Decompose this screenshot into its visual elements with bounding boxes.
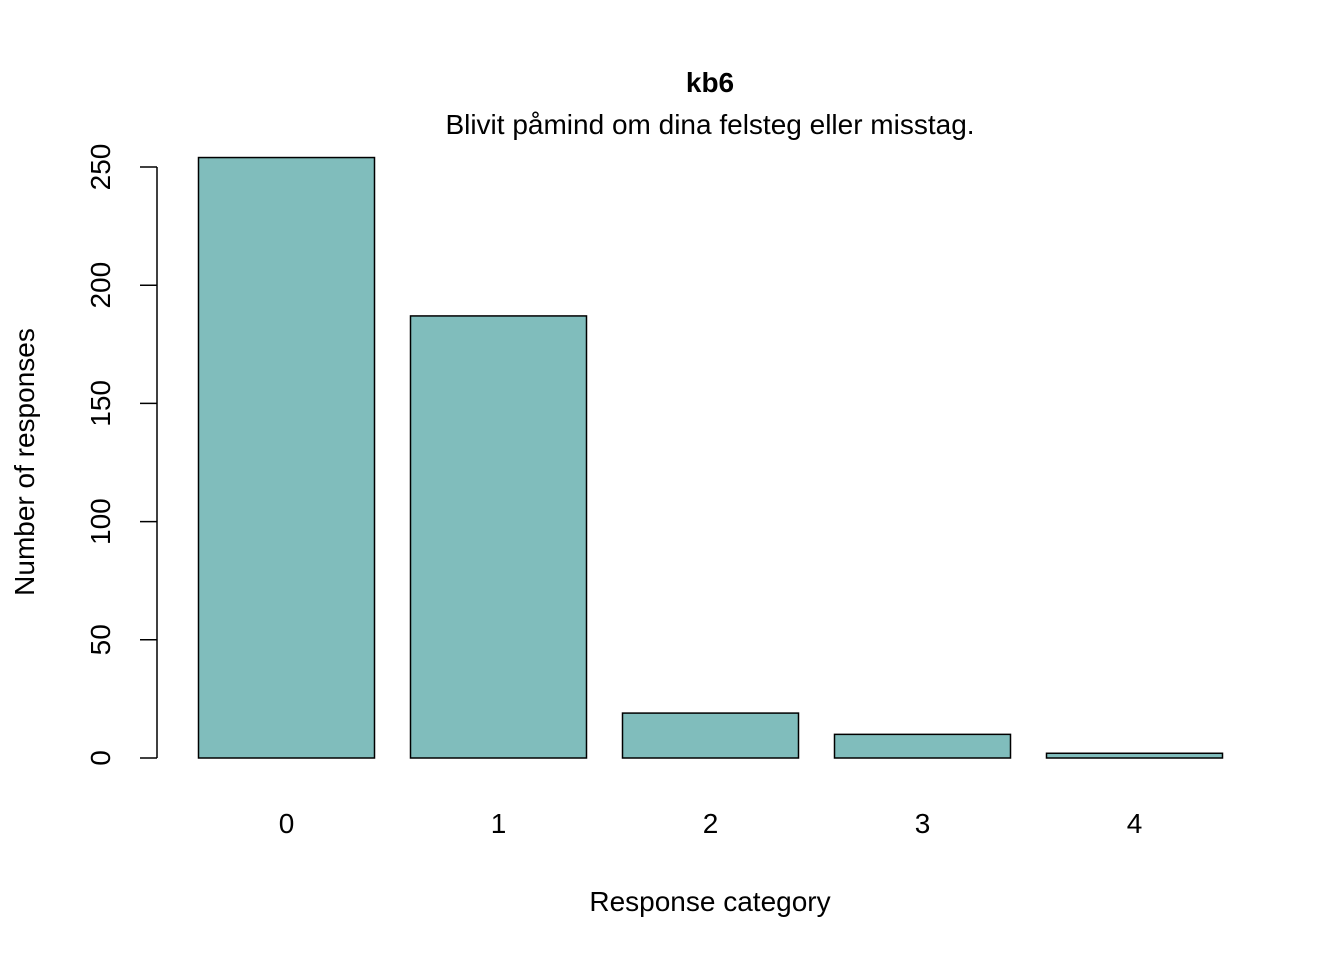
bar-0: [197, 156, 376, 759]
y-axis: 0 50 100 150 200 250: [85, 144, 158, 766]
bar-1: [409, 315, 588, 759]
x-tick-label: 1: [491, 808, 507, 839]
chart-subtitle: Blivit påmind om dina felsteg eller miss…: [445, 109, 974, 140]
y-axis-label: Number of responses: [9, 328, 40, 596]
y-tick-label: 100: [85, 498, 116, 545]
x-tick-label: 2: [703, 808, 719, 839]
x-axis-label: Response category: [589, 886, 830, 917]
bar-4: [1045, 752, 1224, 759]
y-tick-label: 250: [85, 144, 116, 191]
bar-3: [833, 733, 1012, 759]
x-tick-label: 3: [915, 808, 931, 839]
x-tick-labels: 0 1 2 3 4: [279, 808, 1143, 839]
bar-2: [621, 712, 800, 759]
bars: [197, 156, 1224, 759]
x-tick-label: 0: [279, 808, 295, 839]
y-tick-label: 0: [85, 750, 116, 766]
y-tick-label: 50: [85, 624, 116, 655]
x-tick-label: 4: [1127, 808, 1143, 839]
chart-title: kb6: [686, 67, 734, 98]
y-tick-label: 150: [85, 380, 116, 427]
y-tick-label: 200: [85, 262, 116, 309]
